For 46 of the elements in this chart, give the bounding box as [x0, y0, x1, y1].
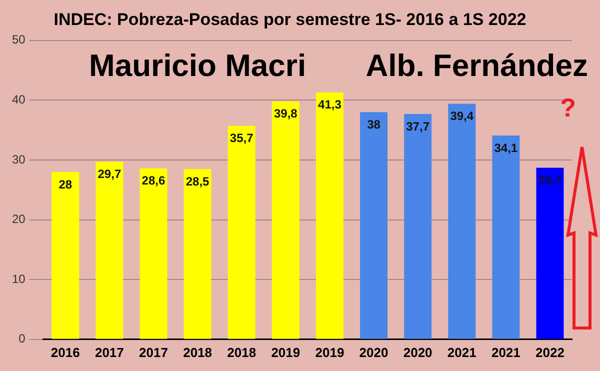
x-tick-label: 2020 [359, 344, 388, 360]
y-tick-label: 10 [12, 272, 26, 286]
bar [140, 168, 168, 339]
y-tick-label: 50 [12, 32, 26, 47]
bar [360, 112, 388, 339]
x-tick-label: 2020 [403, 344, 432, 360]
x-tick-label: 2016 [50, 344, 80, 360]
x-tick-label: 2018 [183, 344, 212, 360]
x-tick-label: 2018 [227, 344, 256, 360]
bar [96, 162, 124, 339]
data-label: 28 [58, 177, 72, 192]
data-label: 37,7 [406, 119, 430, 134]
x-tick-label: 2019 [271, 344, 300, 360]
annotation: ? [560, 92, 576, 122]
x-tick-label: 2021 [491, 344, 520, 360]
x-tick-label: 2019 [315, 344, 344, 360]
bar [52, 172, 80, 339]
data-label: 41,3 [318, 98, 342, 112]
data-label: 28,5 [186, 174, 210, 188]
bar [404, 114, 432, 339]
data-label: 28,7 [538, 173, 562, 188]
chart-title: INDEC: Pobreza-Posadas por semestre 1S- 2016 a 1S 2022 [54, 10, 526, 29]
data-label: 38 [367, 117, 381, 132]
y-tick-label: 20 [12, 212, 26, 226]
bar [184, 168, 212, 339]
x-tick-label: 2017 [139, 344, 168, 360]
data-label: 29,7 [98, 167, 122, 182]
bar [448, 104, 476, 339]
data-label: 34,1 [494, 140, 518, 155]
data-label: 39,8 [274, 106, 298, 121]
annotation: Mauricio Macri [89, 48, 306, 83]
bar [272, 101, 300, 339]
bar [492, 135, 520, 339]
data-label: 35,7 [230, 131, 254, 146]
y-tick-label: 30 [12, 152, 26, 166]
bar [228, 126, 256, 339]
y-tick-label: 40 [12, 92, 26, 107]
data-label: 28,6 [142, 174, 166, 188]
x-tick-label: 2021 [447, 344, 476, 360]
data-label: 39,4 [450, 109, 474, 124]
x-tick-label: 2022 [536, 344, 564, 360]
y-tick-label: 0 [18, 332, 26, 346]
bar [536, 168, 564, 339]
annotation: Alb. Fernández [366, 48, 588, 83]
x-tick-label: 2017 [94, 344, 124, 360]
bar [316, 92, 344, 339]
